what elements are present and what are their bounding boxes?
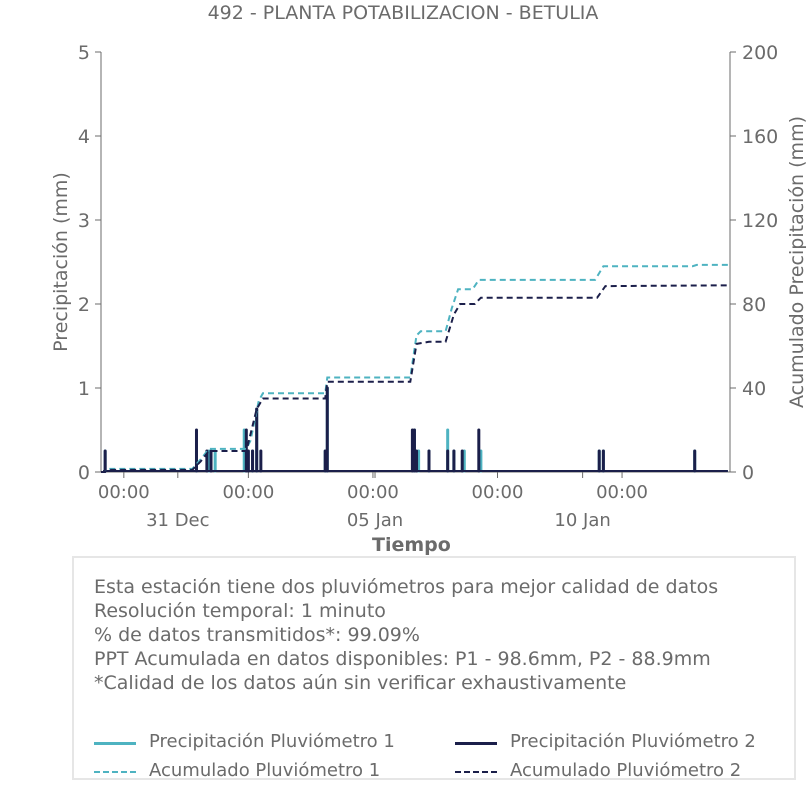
- y-left-tick-label: 1: [78, 378, 90, 400]
- x-tick-label: 00:00: [472, 482, 524, 503]
- y-axis-right-label: Acumulado Precipitación (mm): [786, 116, 806, 408]
- y-left-tick-label: 2: [78, 294, 90, 316]
- y-right-tick-label: 120: [742, 210, 778, 232]
- x-date-label: 10 Jan: [554, 510, 610, 531]
- y-right-tick-label: 40: [742, 378, 766, 400]
- legend-label: Precipitación Pluviómetro 1: [149, 731, 395, 752]
- cumulative-line: [101, 284, 731, 473]
- axes: [95, 51, 736, 478]
- legend-label: Acumulado Pluviómetro 2: [510, 760, 742, 781]
- info-line-quality-note: *Calidad de los datos aún sin verificar …: [94, 672, 627, 694]
- info-legend-box: Esta estación tiene dos pluviómetros par…: [72, 556, 796, 781]
- tick-labels: 0 1 2 3 4 5 0 40 80 120 160 200 00:00 00:00 00:00 00:00…: [78, 42, 778, 531]
- legend-label: Precipitación Pluviómetro 2: [510, 731, 756, 752]
- x-date-label: 31 Dec: [146, 510, 209, 531]
- y-left-tick-label: 3: [78, 210, 90, 232]
- cumulative-line: [101, 263, 730, 473]
- y-axis-left-label: Precipitación (mm): [50, 172, 72, 352]
- y-right-tick-label: 200: [742, 42, 778, 64]
- precipitation-chart: 0 1 2 3 4 5 0 40 80 120 160 200 00:00 00:00 00:00 00:00…: [78, 42, 778, 531]
- x-tick-label: 00:00: [347, 482, 399, 503]
- precipitation-bars: [103, 386, 728, 473]
- info-line-accumulated: PPT Acumulada en datos disponibles: P1 -…: [94, 648, 711, 670]
- info-line-transmitted: % de datos transmitidos*: 99.09%: [94, 624, 420, 646]
- y-right-tick-label: 0: [742, 462, 754, 484]
- legend-label: Acumulado Pluviómetro 1: [149, 760, 381, 781]
- x-axis-label: Tiempo: [372, 534, 451, 556]
- y-right-tick-label: 160: [742, 126, 778, 148]
- cumulative-lines: [101, 263, 731, 473]
- y-left-tick-label: 4: [78, 126, 90, 148]
- x-tick-label: 00:00: [222, 482, 274, 503]
- x-date-label: 05 Jan: [347, 510, 403, 531]
- legend-swatch-precip-p2: [455, 742, 497, 745]
- y-left-tick-label: 5: [78, 42, 90, 64]
- x-tick-label: 00:00: [596, 482, 648, 503]
- legend-swatch-acum-p1: [94, 771, 136, 773]
- info-line-dual-gauge: Esta estación tiene dos pluviómetros par…: [94, 576, 719, 598]
- x-tick-label: 00:00: [98, 482, 150, 503]
- chart-title: 492 - PLANTA POTABILIZACION - BETULIA: [207, 2, 599, 24]
- y-right-tick-label: 80: [742, 294, 766, 316]
- legend-swatch-acum-p2: [455, 771, 497, 773]
- info-line-resolution: Resolución temporal: 1 minuto: [94, 600, 386, 622]
- y-left-tick-label: 0: [78, 462, 90, 484]
- legend-swatch-precip-p1: [94, 742, 136, 745]
